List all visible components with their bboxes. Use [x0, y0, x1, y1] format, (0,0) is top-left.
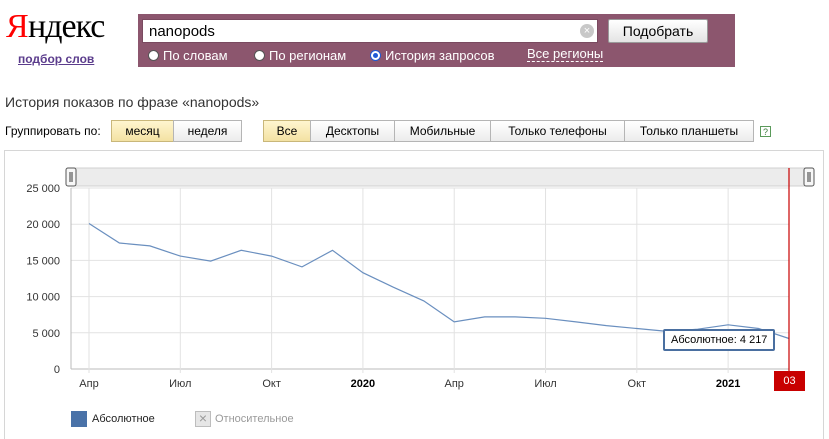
y-tick-label: 10 000: [26, 292, 60, 304]
legend-absolute-swatch[interactable]: [71, 411, 87, 427]
x-tick-label: Июл: [534, 378, 556, 390]
radio-dot: [148, 50, 159, 61]
logo-first-letter: Я: [6, 8, 29, 45]
x-tick-label: Июл: [169, 378, 191, 390]
radio-label: По регионам: [269, 48, 347, 63]
y-tick-label: 20 000: [26, 219, 60, 231]
submit-button[interactable]: Подобрать: [608, 19, 708, 43]
device-all-button[interactable]: Все: [263, 120, 311, 142]
device-phones-button[interactable]: Только телефоны: [490, 120, 625, 142]
y-tick-label: 5 000: [32, 328, 60, 340]
radio-by-words[interactable]: По словам: [148, 48, 228, 63]
range-navigator[interactable]: [70, 167, 810, 187]
range-handle-right[interactable]: [803, 167, 815, 187]
wordstat-link[interactable]: подбор слов: [18, 52, 95, 66]
help-icon[interactable]: ?: [760, 126, 771, 137]
radio-by-regions[interactable]: По регионам: [254, 48, 346, 63]
radio-label: История запросов: [385, 48, 495, 63]
group-week-button[interactable]: неделя: [173, 120, 242, 142]
logo-rest: ндекс: [28, 8, 105, 45]
x-tick-label: Апр: [79, 378, 98, 390]
y-tick-label: 25 000: [26, 183, 60, 195]
grouping-label: Группировать по:: [5, 124, 101, 138]
device-desktop-button[interactable]: Десктопы: [310, 120, 395, 142]
x-tick-label: Окт: [262, 378, 281, 390]
clear-icon[interactable]: ×: [580, 24, 594, 38]
device-tablets-button[interactable]: Только планшеты: [624, 120, 754, 142]
range-handle-left[interactable]: [65, 167, 77, 187]
x-tick-label: 2021: [716, 378, 740, 390]
x-tick-label: Апр: [445, 378, 464, 390]
yandex-logo[interactable]: Я ндекс: [6, 6, 116, 50]
current-month-badge: 03: [774, 371, 805, 391]
all-regions-link[interactable]: Все регионы: [527, 46, 604, 62]
radio-dot-selected: [370, 50, 381, 61]
radio-label: По словам: [163, 48, 228, 63]
y-tick-label: 15 000: [26, 255, 60, 267]
page-title: История показов по фразе «nanopods»: [5, 94, 260, 110]
radio-history[interactable]: История запросов: [370, 48, 495, 63]
group-month-button[interactable]: месяц: [111, 120, 174, 142]
radio-dot: [254, 50, 265, 61]
y-tick-label: 0: [54, 364, 60, 376]
legend-relative-label[interactable]: Относительное: [215, 413, 294, 425]
search-input[interactable]: [142, 19, 598, 43]
chart-frame: [4, 150, 824, 439]
legend-relative-checkbox[interactable]: ×: [195, 411, 211, 427]
tooltip: Абсолютное: 4 217: [663, 329, 776, 351]
x-tick-label: Окт: [628, 378, 647, 390]
series-line-absolute: [88, 222, 790, 340]
x-tick-label: 2020: [351, 378, 375, 390]
device-mobile-button[interactable]: Мобильные: [394, 120, 491, 142]
search-band-arrow: [720, 14, 735, 66]
legend-absolute-label[interactable]: Абсолютное: [92, 413, 155, 425]
